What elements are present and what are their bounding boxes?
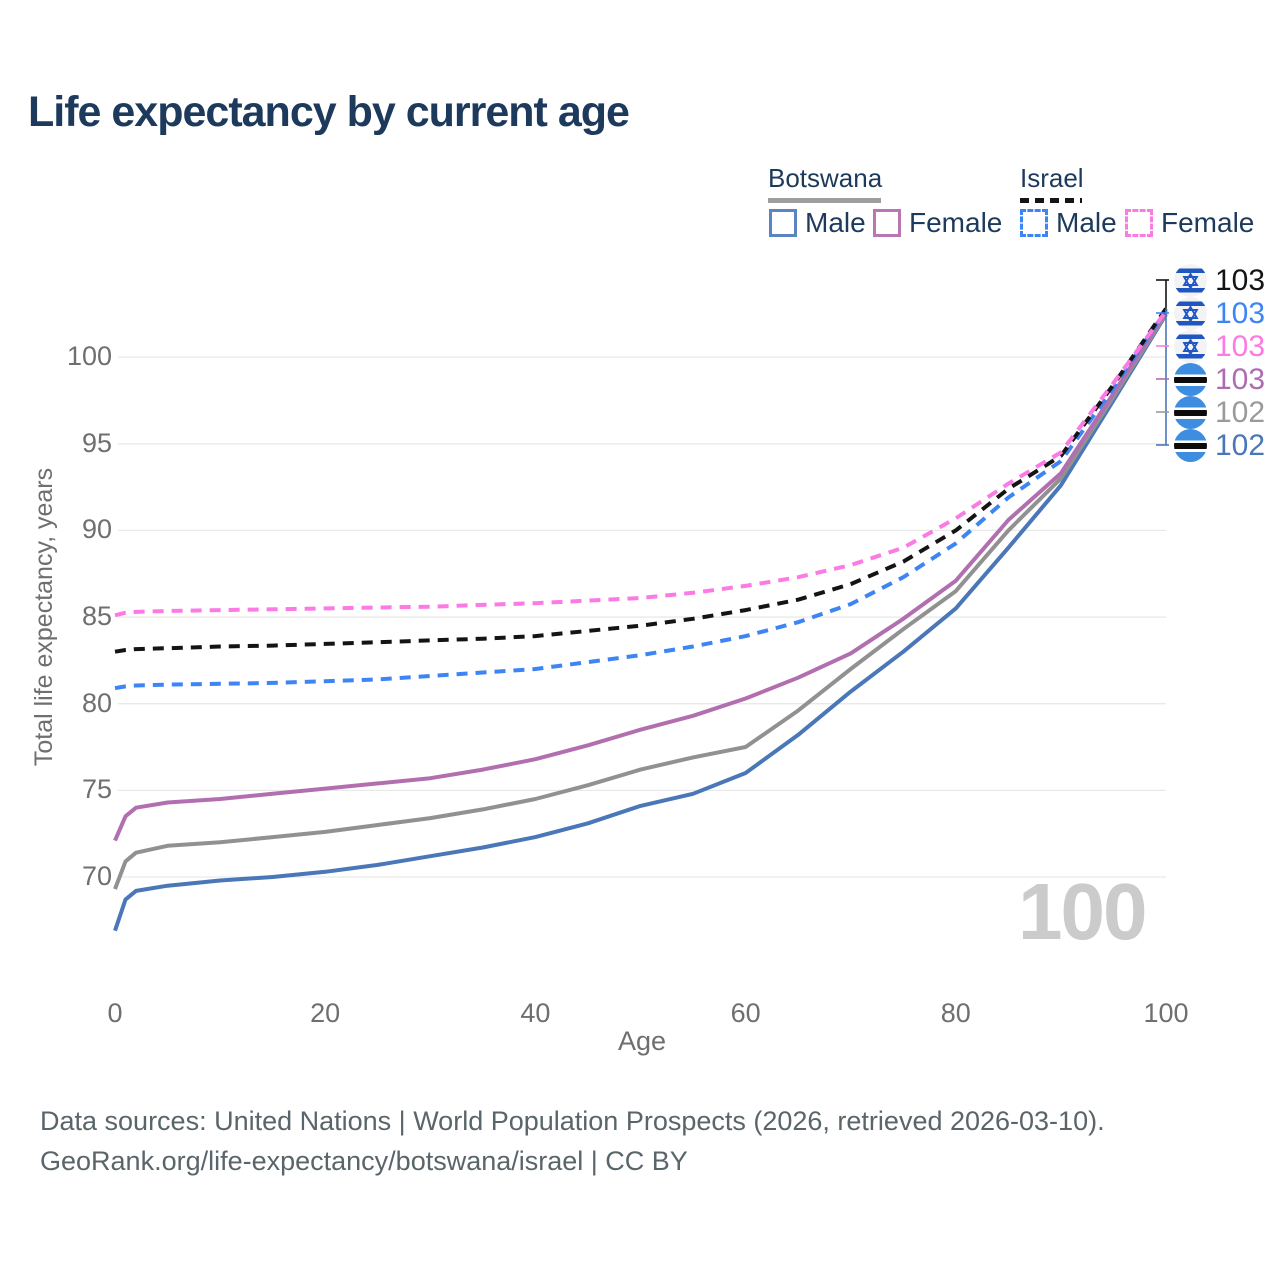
israel-flag-icon	[1174, 329, 1207, 363]
botswana-flag-icon	[1174, 362, 1207, 396]
botswana-male-swatch-icon	[769, 209, 797, 237]
end-label-row-israel: 103	[1174, 263, 1266, 297]
legend-item-israel-male[interactable]: Male	[1020, 207, 1117, 239]
end-label-row-israel-female: 103	[1174, 329, 1266, 363]
end-label-value: 103	[1215, 362, 1266, 396]
x-tick-label: 40	[520, 998, 551, 1028]
y-tick-label: 95	[81, 427, 112, 458]
y-tick-label: 80	[81, 687, 112, 718]
x-tick-label: 60	[730, 998, 761, 1028]
legend-item-label: Female	[909, 207, 1003, 238]
legend-item-israel-female[interactable]: Female	[1125, 207, 1254, 239]
end-label-value: 103	[1215, 296, 1266, 330]
legend-item-label: Male	[805, 207, 866, 238]
botswana-flag-icon	[1174, 395, 1207, 429]
x-tick-label: 80	[940, 998, 971, 1028]
x-tick-label: 0	[107, 998, 123, 1028]
footer-attribution: GeoRank.org/life-expectancy/botswana/isr…	[40, 1146, 688, 1176]
israel-flag-icon	[1174, 296, 1207, 330]
legend-item-botswana-female[interactable]: Female	[873, 207, 1002, 239]
israel-male-swatch-icon	[1020, 209, 1048, 237]
x-tick-label: 20	[310, 998, 341, 1028]
botswana-flag-icon	[1174, 428, 1207, 462]
israel-flag-icon	[1174, 263, 1207, 297]
series-line-israel-female	[114, 310, 1168, 618]
series-line-israel-male	[114, 309, 1168, 691]
y-tick-label: 85	[81, 601, 112, 632]
legend-item-label: Female	[1161, 207, 1255, 238]
footer-data-sources: Data sources: United Nations | World Pop…	[40, 1106, 1105, 1136]
israel-female-swatch-icon	[1125, 209, 1153, 237]
y-tick-label: 70	[81, 861, 112, 891]
series-line-botswana-male	[113, 313, 1168, 932]
legend-item-botswana-male[interactable]: Male	[769, 207, 866, 239]
end-label-row-botswana-male: 102	[1174, 428, 1266, 462]
legend-linestyle-solid-sample	[768, 198, 881, 203]
series-line-israel	[114, 307, 1168, 654]
end-label-row-botswana: 102	[1174, 395, 1266, 429]
end-label-row-israel-male: 103	[1174, 296, 1266, 330]
end-label-value: 103	[1215, 263, 1266, 297]
end-label-value: 103	[1215, 329, 1266, 363]
y-tick-label: 90	[81, 514, 112, 545]
legend-linestyle-dashed-sample	[1020, 198, 1082, 203]
x-axis-title: Age	[617, 1026, 667, 1056]
series-line-botswana	[113, 312, 1168, 890]
legend-group-israel: Israel	[1020, 163, 1084, 203]
x-tick-label: 100	[1143, 998, 1189, 1028]
page-title: Life expectancy by current age	[28, 88, 630, 136]
legend-country-israel: Israel	[1020, 163, 1084, 193]
y-tick-label: 75	[81, 774, 112, 805]
legend-group-botswana: Botswana	[768, 163, 882, 203]
legend-country-botswana: Botswana	[768, 163, 883, 193]
series-line-botswana-female	[113, 310, 1168, 842]
legend-item-label: Male	[1056, 207, 1117, 238]
end-label-value: 102	[1215, 428, 1266, 462]
end-label-value: 102	[1215, 395, 1266, 429]
botswana-female-swatch-icon	[873, 209, 901, 237]
end-label-row-botswana-female: 103	[1174, 362, 1266, 396]
y-tick-label: 100	[66, 341, 112, 372]
age-watermark: 100	[1018, 867, 1147, 956]
